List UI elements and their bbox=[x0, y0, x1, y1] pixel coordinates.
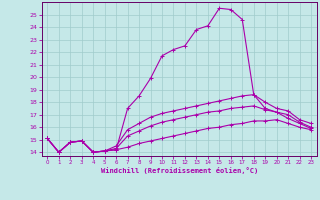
X-axis label: Windchill (Refroidissement éolien,°C): Windchill (Refroidissement éolien,°C) bbox=[100, 167, 258, 174]
